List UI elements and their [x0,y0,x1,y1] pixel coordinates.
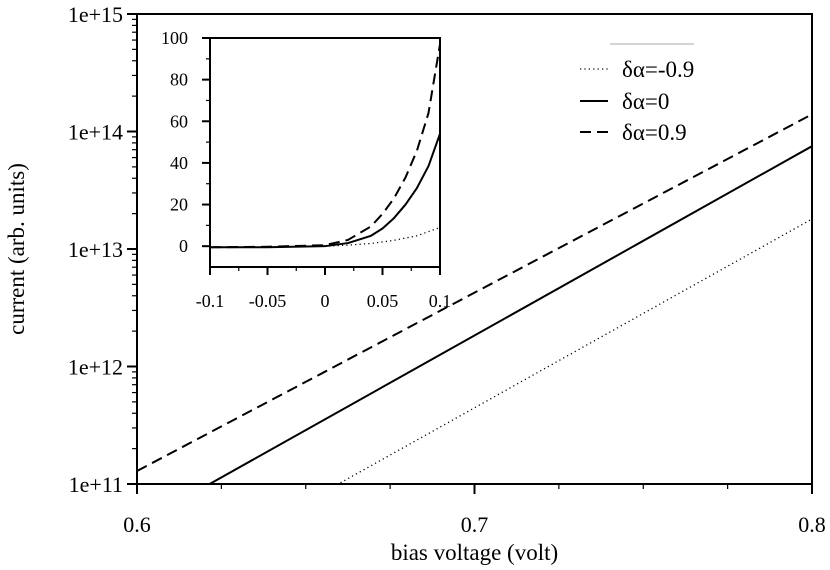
inset-ytick-label: 100 [161,28,188,48]
main-plot: 1e+11 1e+12 1e+13 1e+14 1e+15 0.6 0.7 0.8 bias v… [4,2,826,565]
inset-xtick-label: 0 [321,291,330,311]
main-xtick-label: 0.6 [123,512,151,537]
legend-label: δα=0.9 [622,120,687,145]
main-ytick-label: 1e+12 [68,355,123,380]
main-ytick-label: 1e+11 [69,472,123,497]
inset-ytick-label: 20 [170,195,188,215]
main-ytick-label: 1e+13 [68,237,123,262]
inset-ytick-label: 80 [170,70,188,90]
main-xtick-label: 0.7 [461,512,489,537]
inset-xtick-label: -0.05 [249,291,287,311]
inset-ytick-label: 40 [170,153,188,173]
main-xtick-label: 0.8 [798,512,826,537]
main-ylabel: current (arb. units) [4,163,29,335]
inset-background [210,38,440,267]
legend-label: δα=0 [622,89,669,114]
inset-ytick-label: 0 [179,236,188,256]
inset-xtick-label: 0.1 [429,291,452,311]
inset-plot: 0 20 40 60 80 100 -0.1 -0.05 0 0.05 0.1 [161,28,451,311]
main-series-line-1 [207,145,812,484]
main-xlabel: bias voltage (volt) [391,540,558,565]
legend: δα=-0.9 δα=0 δα=0.9 [580,43,694,145]
inset-series-line-2 [210,44,440,249]
inset-xtick-label: -0.1 [196,291,225,311]
main-ytick-label: 1e+15 [68,2,123,27]
main-ytick-label: 1e+14 [68,120,123,145]
legend-label: δα=-0.9 [622,57,694,82]
inset-ytick-label: 60 [170,111,188,131]
inset-xtick-label: 0.05 [367,291,399,311]
main-series-line-2 [137,113,812,472]
